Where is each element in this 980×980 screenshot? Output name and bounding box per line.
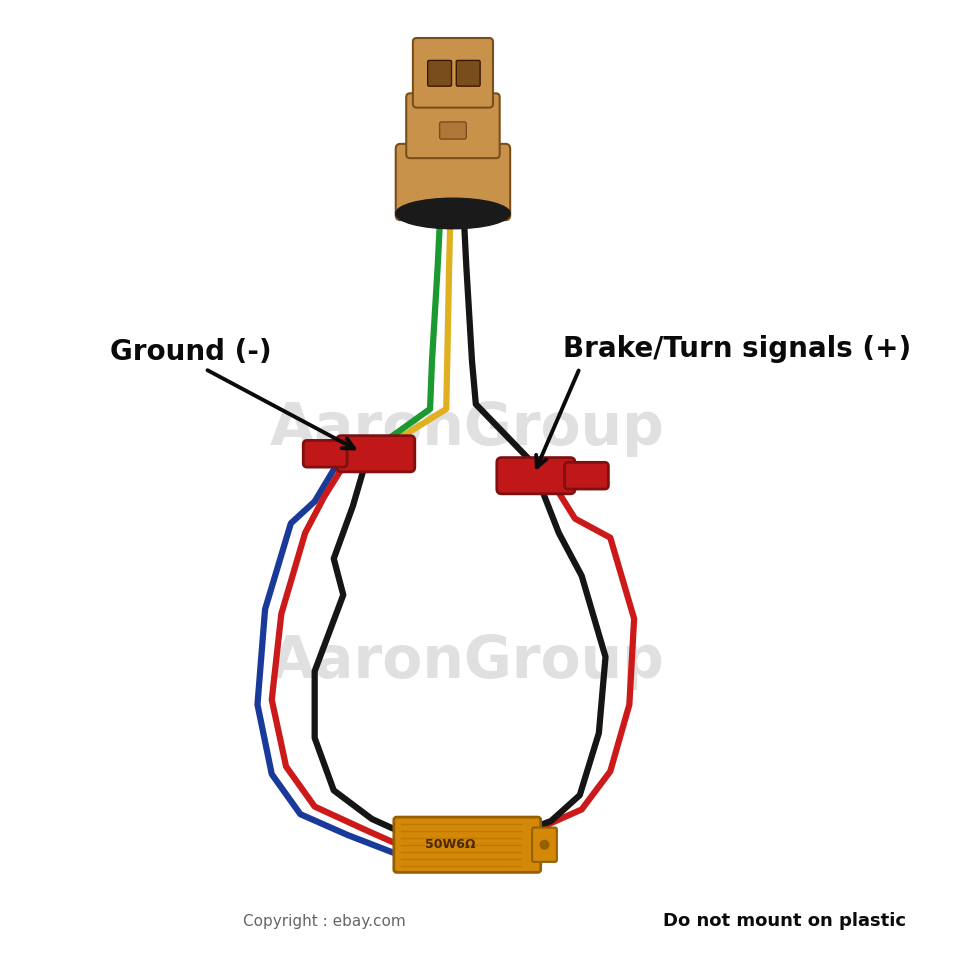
FancyBboxPatch shape [303,440,347,467]
Text: Copyright : ebay.com: Copyright : ebay.com [243,913,406,928]
FancyBboxPatch shape [396,144,511,220]
Text: AaronGroup: AaronGroup [270,633,664,690]
FancyBboxPatch shape [413,38,493,108]
FancyBboxPatch shape [532,827,557,861]
FancyBboxPatch shape [497,458,575,494]
FancyBboxPatch shape [407,93,500,158]
FancyBboxPatch shape [394,817,541,872]
Text: 50W6Ω: 50W6Ω [425,838,475,852]
Circle shape [539,839,550,851]
Ellipse shape [396,198,511,228]
FancyBboxPatch shape [457,61,480,86]
Text: AaronGroup: AaronGroup [270,400,664,457]
FancyBboxPatch shape [427,61,452,86]
Text: Brake/Turn signals (+): Brake/Turn signals (+) [563,335,910,363]
Text: Do not mount on plastic: Do not mount on plastic [662,912,906,930]
FancyBboxPatch shape [336,436,415,472]
FancyBboxPatch shape [440,122,466,139]
Text: Ground (-): Ground (-) [110,338,271,366]
FancyBboxPatch shape [564,463,609,489]
